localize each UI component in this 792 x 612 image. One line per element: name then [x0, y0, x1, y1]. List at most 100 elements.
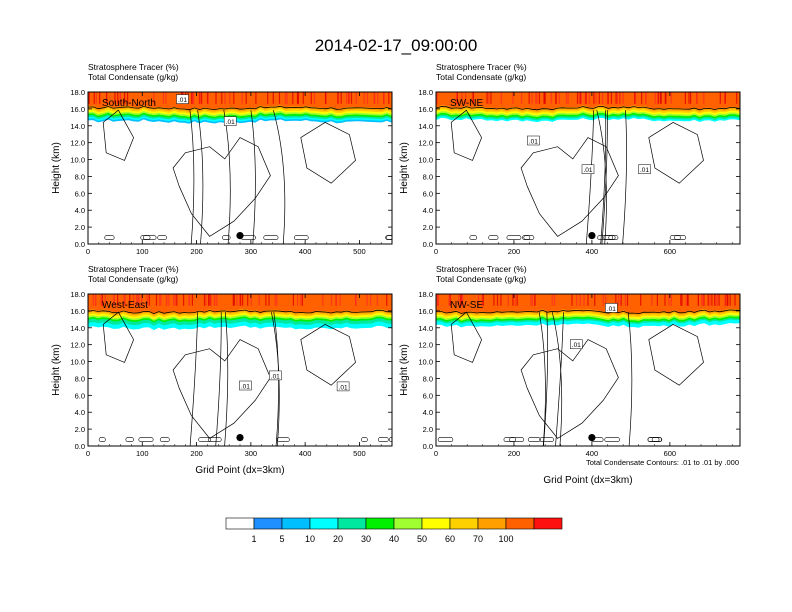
tracer-streak — [734, 294, 736, 306]
tracer-streak — [726, 294, 728, 306]
tracer-streak — [619, 294, 621, 306]
tracer-streak — [716, 294, 718, 306]
condensate-contour — [600, 110, 607, 244]
tracer-streak — [199, 92, 201, 104]
tracer-streak — [538, 92, 540, 104]
tracer-streak — [544, 92, 546, 104]
tracer-streak — [100, 294, 102, 306]
colorbar-label: 30 — [361, 534, 371, 544]
colorbar-swatch — [477, 517, 507, 530]
tracer-streak — [567, 92, 569, 104]
surface-contour — [125, 437, 134, 442]
surface-contour — [143, 235, 157, 240]
panels-group: Stratosphere Tracer (%)Total Condensate … — [51, 62, 741, 486]
y-tick-label: 18.0 — [70, 290, 85, 299]
tracer-streak — [276, 294, 278, 306]
tracer-streak — [486, 92, 488, 104]
y-tick-label: 6.0 — [75, 189, 85, 198]
location-marker — [236, 434, 244, 442]
tracer-streak — [272, 92, 274, 104]
tropopause-line — [436, 106, 740, 111]
tracer-streak — [437, 294, 439, 306]
y-tick-label: 10.0 — [70, 156, 85, 165]
tracer-streak — [578, 92, 580, 104]
tracer-streak — [88, 92, 90, 104]
tropopause-line — [436, 309, 740, 315]
surface-contour — [647, 437, 662, 442]
tracer-streak — [696, 92, 698, 104]
tracer-streak — [576, 294, 578, 306]
surface-contour — [604, 437, 620, 442]
surface-contour — [263, 235, 279, 240]
tracer-streak — [176, 294, 178, 306]
surface-contour — [208, 437, 222, 442]
tracer-streak — [448, 294, 450, 306]
tracer-streak — [654, 92, 656, 104]
tracer-streak — [626, 294, 629, 306]
condensate-contour — [555, 312, 564, 446]
tracer-streak — [583, 294, 585, 306]
tracer-streak — [117, 92, 119, 104]
tracer-streak — [165, 92, 167, 104]
colorbar-swatch — [449, 517, 479, 530]
condensate-contour — [520, 137, 619, 237]
tracer-streak — [191, 92, 193, 104]
tracer-streak — [697, 294, 699, 306]
colorbar-label: 1 — [251, 534, 256, 544]
tracer-streak — [516, 294, 518, 306]
tracer-streak — [530, 294, 532, 306]
tracer-streak — [229, 92, 231, 104]
tracer-streak — [684, 92, 686, 104]
surface-contour — [157, 235, 167, 240]
tracer-streak — [462, 294, 464, 306]
tracer-streak — [715, 294, 717, 306]
tracer-streak — [507, 294, 509, 306]
tracer-streak — [206, 92, 209, 104]
condensate-contour — [538, 312, 546, 446]
colorbar-label: 10 — [305, 534, 315, 544]
colorbar-label: 5 — [279, 534, 284, 544]
surface-contour — [293, 235, 309, 240]
tracer-streak — [553, 294, 556, 306]
tracer-streak — [255, 92, 257, 104]
colorbar-label: 40 — [389, 534, 399, 544]
tracer-streak — [617, 294, 619, 306]
y-tick-label: 16.0 — [70, 105, 85, 114]
tracer-streak — [160, 294, 162, 306]
tracer-streak — [576, 92, 579, 104]
condensate-contour — [543, 312, 548, 446]
tracer-streak — [146, 294, 148, 306]
tracer-streak — [292, 92, 294, 104]
tracer-streak — [707, 294, 709, 306]
y-tick-label: 18.0 — [418, 88, 433, 97]
tracer-streak — [201, 92, 203, 104]
condensate-contour — [215, 312, 222, 446]
tracer-streak — [645, 92, 647, 104]
y-tick-label: 14.0 — [418, 122, 433, 131]
tracer-streak — [183, 294, 185, 306]
tracer-streak — [551, 294, 553, 306]
tracer-streak — [615, 294, 617, 306]
y-axis-label: Height (km) — [51, 344, 62, 396]
x-tick-label: 0 — [86, 247, 90, 256]
tracer-streak — [719, 92, 721, 104]
tracer-streak — [124, 92, 126, 104]
x-tick-label: 500 — [353, 449, 366, 458]
panel-nw-se: Stratosphere Tracer (%)Total Condensate … — [399, 264, 741, 486]
tracer-streak — [493, 294, 495, 306]
tracer-streak — [558, 92, 560, 104]
tracer-streak — [208, 294, 210, 306]
tracer-streak — [215, 92, 217, 104]
panel-south-north: Stratosphere Tracer (%)Total Condensate … — [51, 62, 393, 256]
tracer-streak — [656, 294, 658, 306]
x-tick-label: 100 — [136, 449, 149, 458]
panel-name: SW-NE — [450, 98, 483, 109]
tracer-streak — [274, 294, 276, 306]
surface-contour — [377, 437, 389, 442]
tracer-streak — [247, 294, 249, 306]
tracer-streak — [268, 294, 270, 306]
colorbar-swatch — [281, 517, 311, 530]
tracer-streak — [224, 92, 226, 104]
tracer-streak — [724, 294, 726, 306]
tracer-streak — [127, 92, 129, 104]
